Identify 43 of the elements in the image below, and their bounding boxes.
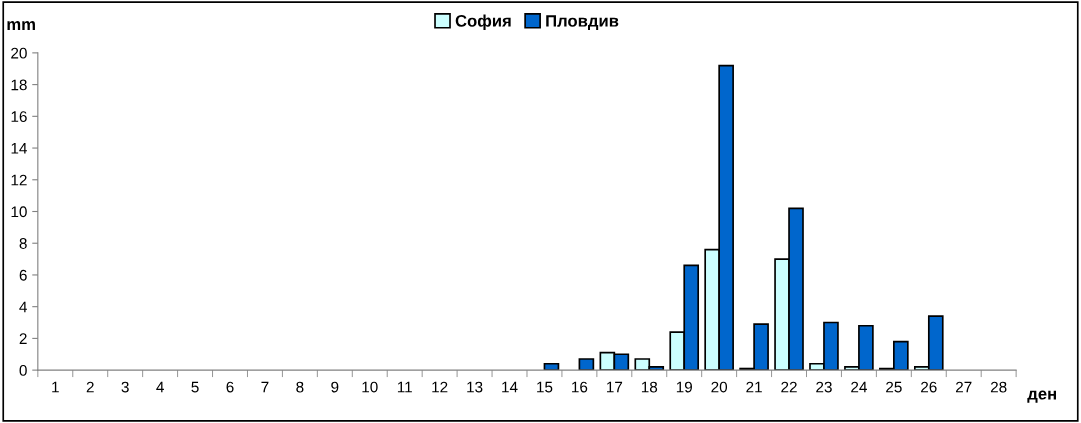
x-tick-label: 3 (121, 381, 129, 393)
y-tick-label: 16 (11, 111, 27, 123)
y-tick-label: 8 (19, 238, 27, 249)
x-tick-label: 26 (921, 381, 937, 393)
y-axis-title: mm (7, 21, 35, 30)
y-tick-label: 20 (11, 47, 27, 59)
y-tick-label: 4 (19, 301, 27, 313)
legend-label: София (455, 14, 511, 31)
x-tick-label: 14 (502, 381, 518, 393)
x-tick-label: 1 (52, 381, 59, 393)
x-tick-label: 24 (851, 381, 867, 393)
y-tick-label: 14 (11, 143, 27, 154)
x-tick-label: 5 (191, 381, 199, 393)
x-tick-label: 20 (711, 381, 728, 393)
x-tick-label: 16 (572, 381, 588, 393)
x-tick-label: 22 (781, 381, 797, 393)
x-tick-label: 11 (397, 381, 412, 393)
x-axis-title: ден (1027, 390, 1056, 403)
x-tick-label: 2 (86, 381, 94, 393)
y-tick-label: 6 (19, 269, 27, 281)
x-tick-label: 10 (362, 381, 378, 393)
x-tick-label: 8 (296, 381, 304, 393)
x-tick-label: 12 (432, 381, 448, 393)
y-tick-label: 0 (19, 364, 27, 376)
x-tick-label: 25 (886, 381, 902, 393)
x-tick-label: 28 (990, 381, 1007, 393)
x-tick-label: 18 (641, 381, 658, 393)
x-tick-label: 23 (816, 381, 832, 393)
x-tick-label: 15 (537, 381, 553, 393)
x-tick-label: 4 (156, 381, 164, 393)
x-tick-label: 21 (746, 381, 762, 393)
y-tick-label: 10 (11, 206, 27, 218)
x-tick-label: 17 (607, 381, 623, 393)
x-tick-label: 6 (226, 381, 234, 393)
y-tick-label: 18 (11, 79, 27, 91)
x-tick-label: 27 (956, 381, 972, 393)
x-tick-label: 9 (331, 381, 339, 393)
y-tick-label: 12 (11, 174, 27, 186)
x-tick-label: 13 (467, 381, 483, 393)
legend-label: Пловдив (546, 15, 619, 30)
y-tick-label: 2 (19, 333, 27, 344)
x-tick-label: 7 (261, 381, 269, 393)
x-tick-label: 19 (676, 381, 692, 393)
